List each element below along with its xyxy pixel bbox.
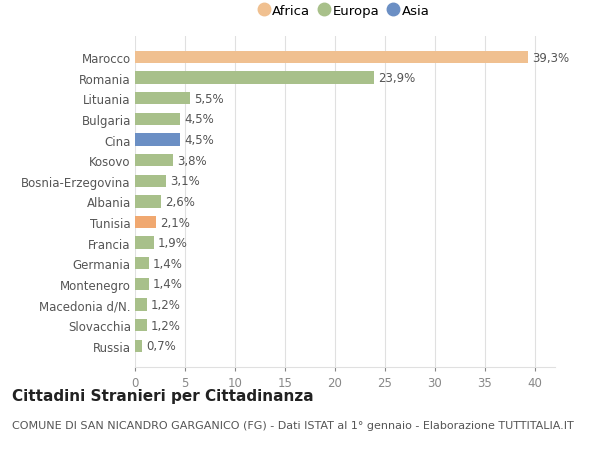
Bar — [135, 73, 374, 84]
Text: 3,1%: 3,1% — [170, 175, 200, 188]
Bar — [135, 237, 154, 249]
Bar — [135, 113, 180, 126]
Bar — [135, 155, 173, 167]
Text: 4,5%: 4,5% — [184, 113, 214, 126]
Text: 1,2%: 1,2% — [151, 298, 181, 311]
Text: 23,9%: 23,9% — [378, 72, 415, 85]
Text: 5,5%: 5,5% — [194, 93, 224, 106]
Text: 2,1%: 2,1% — [160, 216, 190, 229]
Bar — [135, 340, 142, 352]
Text: 0,7%: 0,7% — [146, 340, 176, 353]
Text: 39,3%: 39,3% — [532, 51, 569, 64]
Text: COMUNE DI SAN NICANDRO GARGANICO (FG) - Dati ISTAT al 1° gennaio - Elaborazione : COMUNE DI SAN NICANDRO GARGANICO (FG) - … — [12, 420, 574, 430]
Text: 1,4%: 1,4% — [153, 257, 183, 270]
Bar — [135, 278, 149, 291]
Legend: Africa, Europa, Asia: Africa, Europa, Asia — [256, 0, 434, 22]
Text: 3,8%: 3,8% — [177, 154, 206, 167]
Bar — [135, 216, 156, 229]
Text: Cittadini Stranieri per Cittadinanza: Cittadini Stranieri per Cittadinanza — [12, 388, 314, 403]
Bar — [135, 52, 528, 64]
Text: 4,5%: 4,5% — [184, 134, 214, 147]
Bar — [135, 299, 147, 311]
Text: 1,2%: 1,2% — [151, 319, 181, 332]
Bar — [135, 175, 166, 188]
Bar — [135, 134, 180, 146]
Text: 1,9%: 1,9% — [158, 237, 188, 250]
Bar — [135, 196, 161, 208]
Text: 1,4%: 1,4% — [153, 278, 183, 291]
Bar — [135, 93, 190, 105]
Bar — [135, 319, 147, 331]
Bar — [135, 257, 149, 270]
Text: 2,6%: 2,6% — [165, 196, 195, 208]
